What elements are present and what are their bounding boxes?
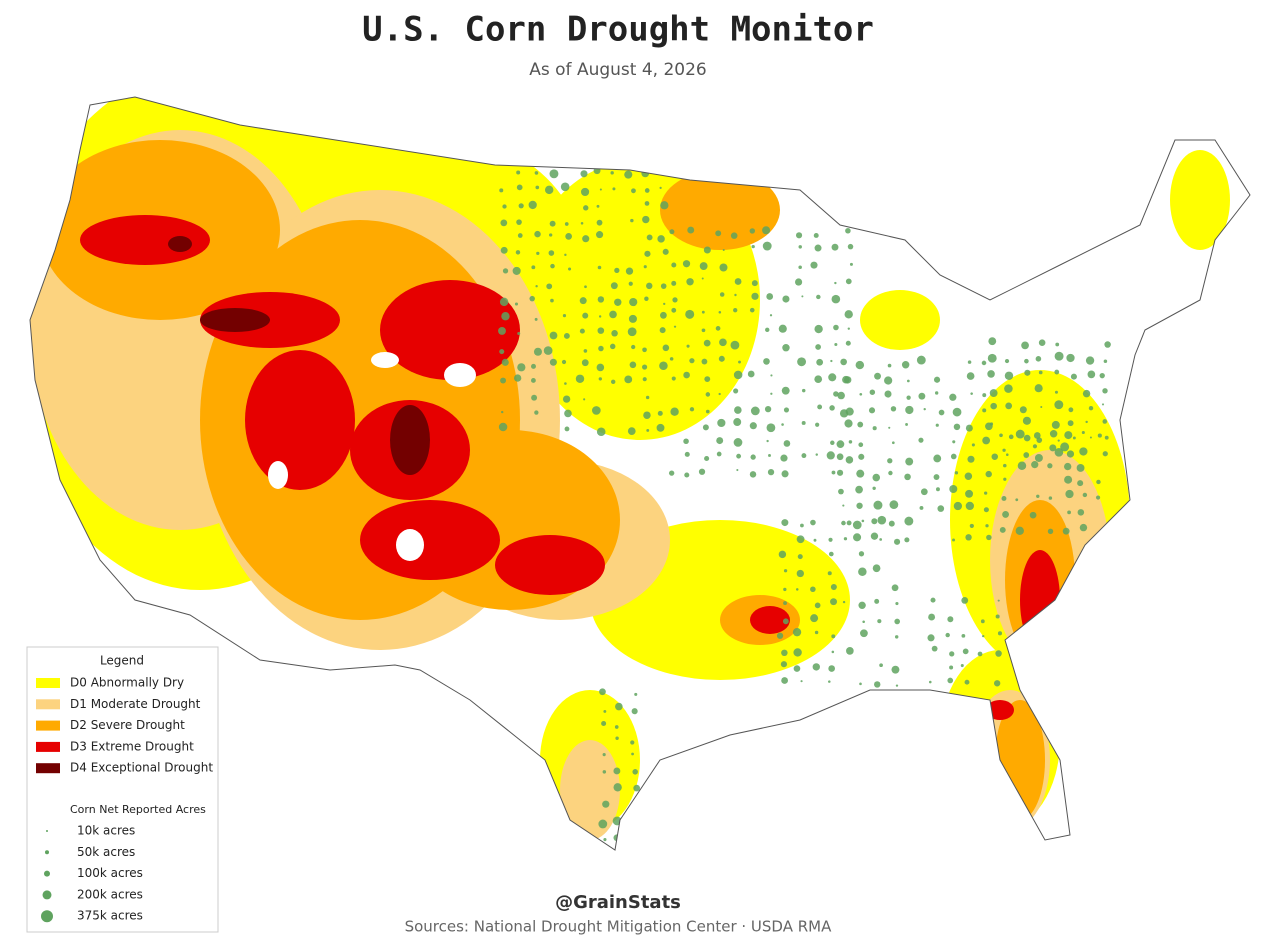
credit: @GrainStats [555,892,681,913]
legend-dot [41,910,53,923]
legend-swatch [36,699,60,710]
title: U.S. Corn Drought Monitor [362,10,874,50]
legend-dot [46,830,48,832]
legend-swatch [36,720,60,731]
corn-acres-dots [498,167,1111,842]
acres-title: Corn Net Reported Acres [70,803,206,816]
sources: Sources: National Drought Mitigation Cen… [405,918,833,936]
legend: Legend D0 Abnormally Dry D1 Moderate Drou… [26,646,219,933]
d4-areas [168,236,430,475]
legend-label: 10k acres [77,824,135,838]
legend-label: D4 Exceptional Drought [70,761,213,775]
legend-dot [42,890,52,900]
legend-label: D1 Moderate Drought [70,697,201,711]
legend-title: Legend [100,654,144,668]
legend-box [26,646,219,933]
legend-swatch [36,678,60,688]
legend-label: D0 Abnormally Dry [70,676,184,690]
legend-swatch [36,763,60,774]
legend-label: D2 Severe Drought [70,718,185,732]
legend-label: 50k acres [77,845,135,859]
legend-label: D3 Extreme Drought [70,739,194,753]
legend-dot [45,850,49,855]
legend-label: 375k acres [77,909,143,923]
subtitle: As of August 4, 2026 [529,60,706,80]
legend-swatch [36,741,60,752]
d3-areas [80,215,1060,720]
legend-dot [44,870,50,877]
legend-label: 200k acres [77,887,143,901]
legend-label: 100k acres [77,866,143,880]
